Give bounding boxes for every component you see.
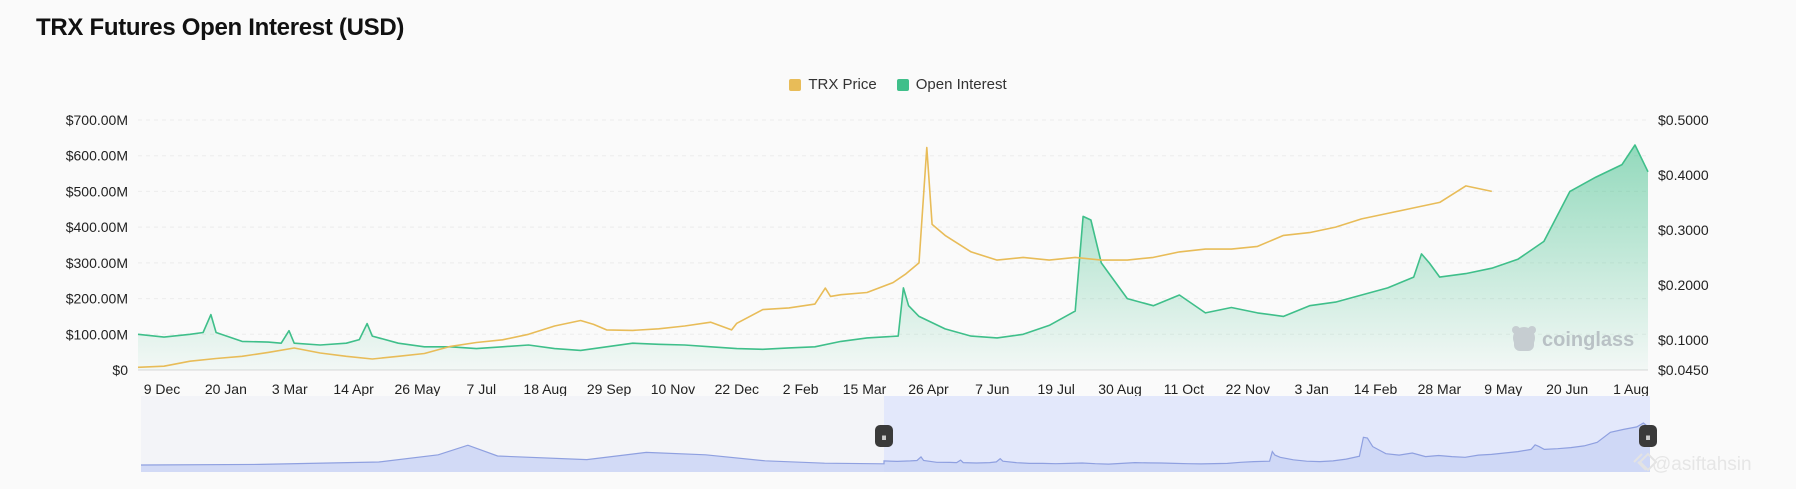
pause-icon: ⏸ — [1645, 432, 1651, 444]
navigator-handle-right[interactable]: ⏸ — [1639, 425, 1657, 447]
legend-item-open-interest[interactable]: Open Interest — [896, 76, 1007, 93]
coinglass-logo-icon — [1512, 326, 1536, 351]
x-axis: 9 Dec 20 Jan 3 Mar 14 Apr 26 May 7 Jul 18 Aug 2… — [144, 381, 1649, 397]
y-left-tick-label: $700.00M — [66, 112, 128, 128]
handle-body — [1639, 425, 1657, 447]
x-tick-label: 3 Mar — [272, 381, 308, 397]
x-tick-label: 22 Nov — [1226, 381, 1270, 397]
x-tick-label: 11 Oct — [1164, 381, 1204, 397]
open-interest-area — [138, 145, 1648, 370]
x-tick-label: 29 Sep — [587, 381, 632, 397]
x-tick-label: 15 Mar — [843, 381, 887, 397]
y-right-tick-label: $0.3000 — [1658, 222, 1709, 238]
y-axis-left: $0 $100.00M $200.00M $300.00M $400.00M $500.0… — [66, 112, 128, 378]
y-right-tick-label: $0.1000 — [1658, 332, 1709, 348]
open-interest-line — [137, 144, 1649, 352]
x-tick-label: 28 Mar — [1418, 381, 1462, 397]
x-tick-label: 1 Aug — [1613, 381, 1649, 397]
y-right-tick-label: $0.2000 — [1658, 277, 1709, 293]
trx-price-line — [137, 146, 1492, 369]
legend-swatch-open-interest — [896, 78, 909, 91]
legend-item-trx-price[interactable]: TRX Price — [789, 76, 877, 93]
x-tick-label: 14 Feb — [1354, 381, 1398, 397]
x-tick-label: 3 Jan — [1295, 381, 1329, 397]
legend-label-trx-price: TRX Price — [808, 76, 877, 93]
x-tick-label: 22 Dec — [715, 381, 759, 397]
credit-watermark: @asiftahsin — [1633, 452, 1752, 475]
x-tick-label: 20 Jan — [205, 381, 247, 397]
legend-swatch-trx-price — [789, 78, 802, 91]
x-tick-label: 9 May — [1484, 381, 1522, 397]
x-tick-label: 7 Jun — [975, 381, 1009, 397]
x-tick-label: 10 Nov — [651, 381, 695, 397]
x-tick-label: 18 Aug — [523, 381, 567, 397]
y-right-tick-label: $0.4000 — [1658, 167, 1709, 183]
y-right-tick-label: $0.0450 — [1658, 362, 1709, 378]
coinglass-wordmark: coinglass — [1542, 329, 1634, 351]
y-right-tick-label: $0.5000 — [1658, 112, 1709, 128]
y-left-tick-label: $400.00M — [66, 219, 128, 235]
pause-icon: ⏸ — [881, 432, 887, 444]
x-tick-label: 30 Aug — [1098, 381, 1142, 397]
navigator-area — [141, 423, 1650, 472]
navigator-line — [140, 422, 1651, 466]
x-tick-label: 7 Jul — [467, 381, 497, 397]
navigator[interactable]: ⏸ ⏸ — [140, 396, 1657, 472]
legend-label-open-interest: Open Interest — [915, 76, 1007, 93]
handle-body — [875, 425, 893, 447]
y-left-tick-label: $100.00M — [66, 326, 128, 342]
y-left-tick-label: $500.00M — [66, 183, 128, 199]
diamond-logo-icon — [1633, 452, 1658, 472]
x-tick-label: 26 May — [395, 381, 441, 397]
y-left-tick-label: $300.00M — [66, 255, 128, 271]
y-left-tick-label: $200.00M — [66, 291, 128, 307]
x-tick-label: 9 Dec — [144, 381, 181, 397]
legend: TRX Price Open Interest — [0, 76, 1796, 93]
x-tick-label: 19 Jul — [1037, 381, 1074, 397]
navigator-handle-left[interactable]: ⏸ — [875, 425, 893, 447]
x-tick-label: 14 Apr — [333, 381, 374, 397]
y-axis-right: $0.0450 $0.1000 $0.2000 $0.3000 $0.4000 $0.50… — [1658, 112, 1709, 378]
y-left-tick-label: $0 — [112, 362, 128, 378]
plot-area — [137, 144, 1649, 370]
x-tick-label: 2 Feb — [783, 381, 819, 397]
y-left-tick-label: $600.00M — [66, 148, 128, 164]
chart-title: TRX Futures Open Interest (USD) — [36, 14, 405, 41]
credit-handle: @asiftahsin — [1652, 454, 1752, 475]
x-tick-label: 20 Jun — [1546, 381, 1588, 397]
coinglass-watermark: coinglass — [1512, 326, 1634, 351]
x-tick-label: 26 Apr — [908, 381, 949, 397]
